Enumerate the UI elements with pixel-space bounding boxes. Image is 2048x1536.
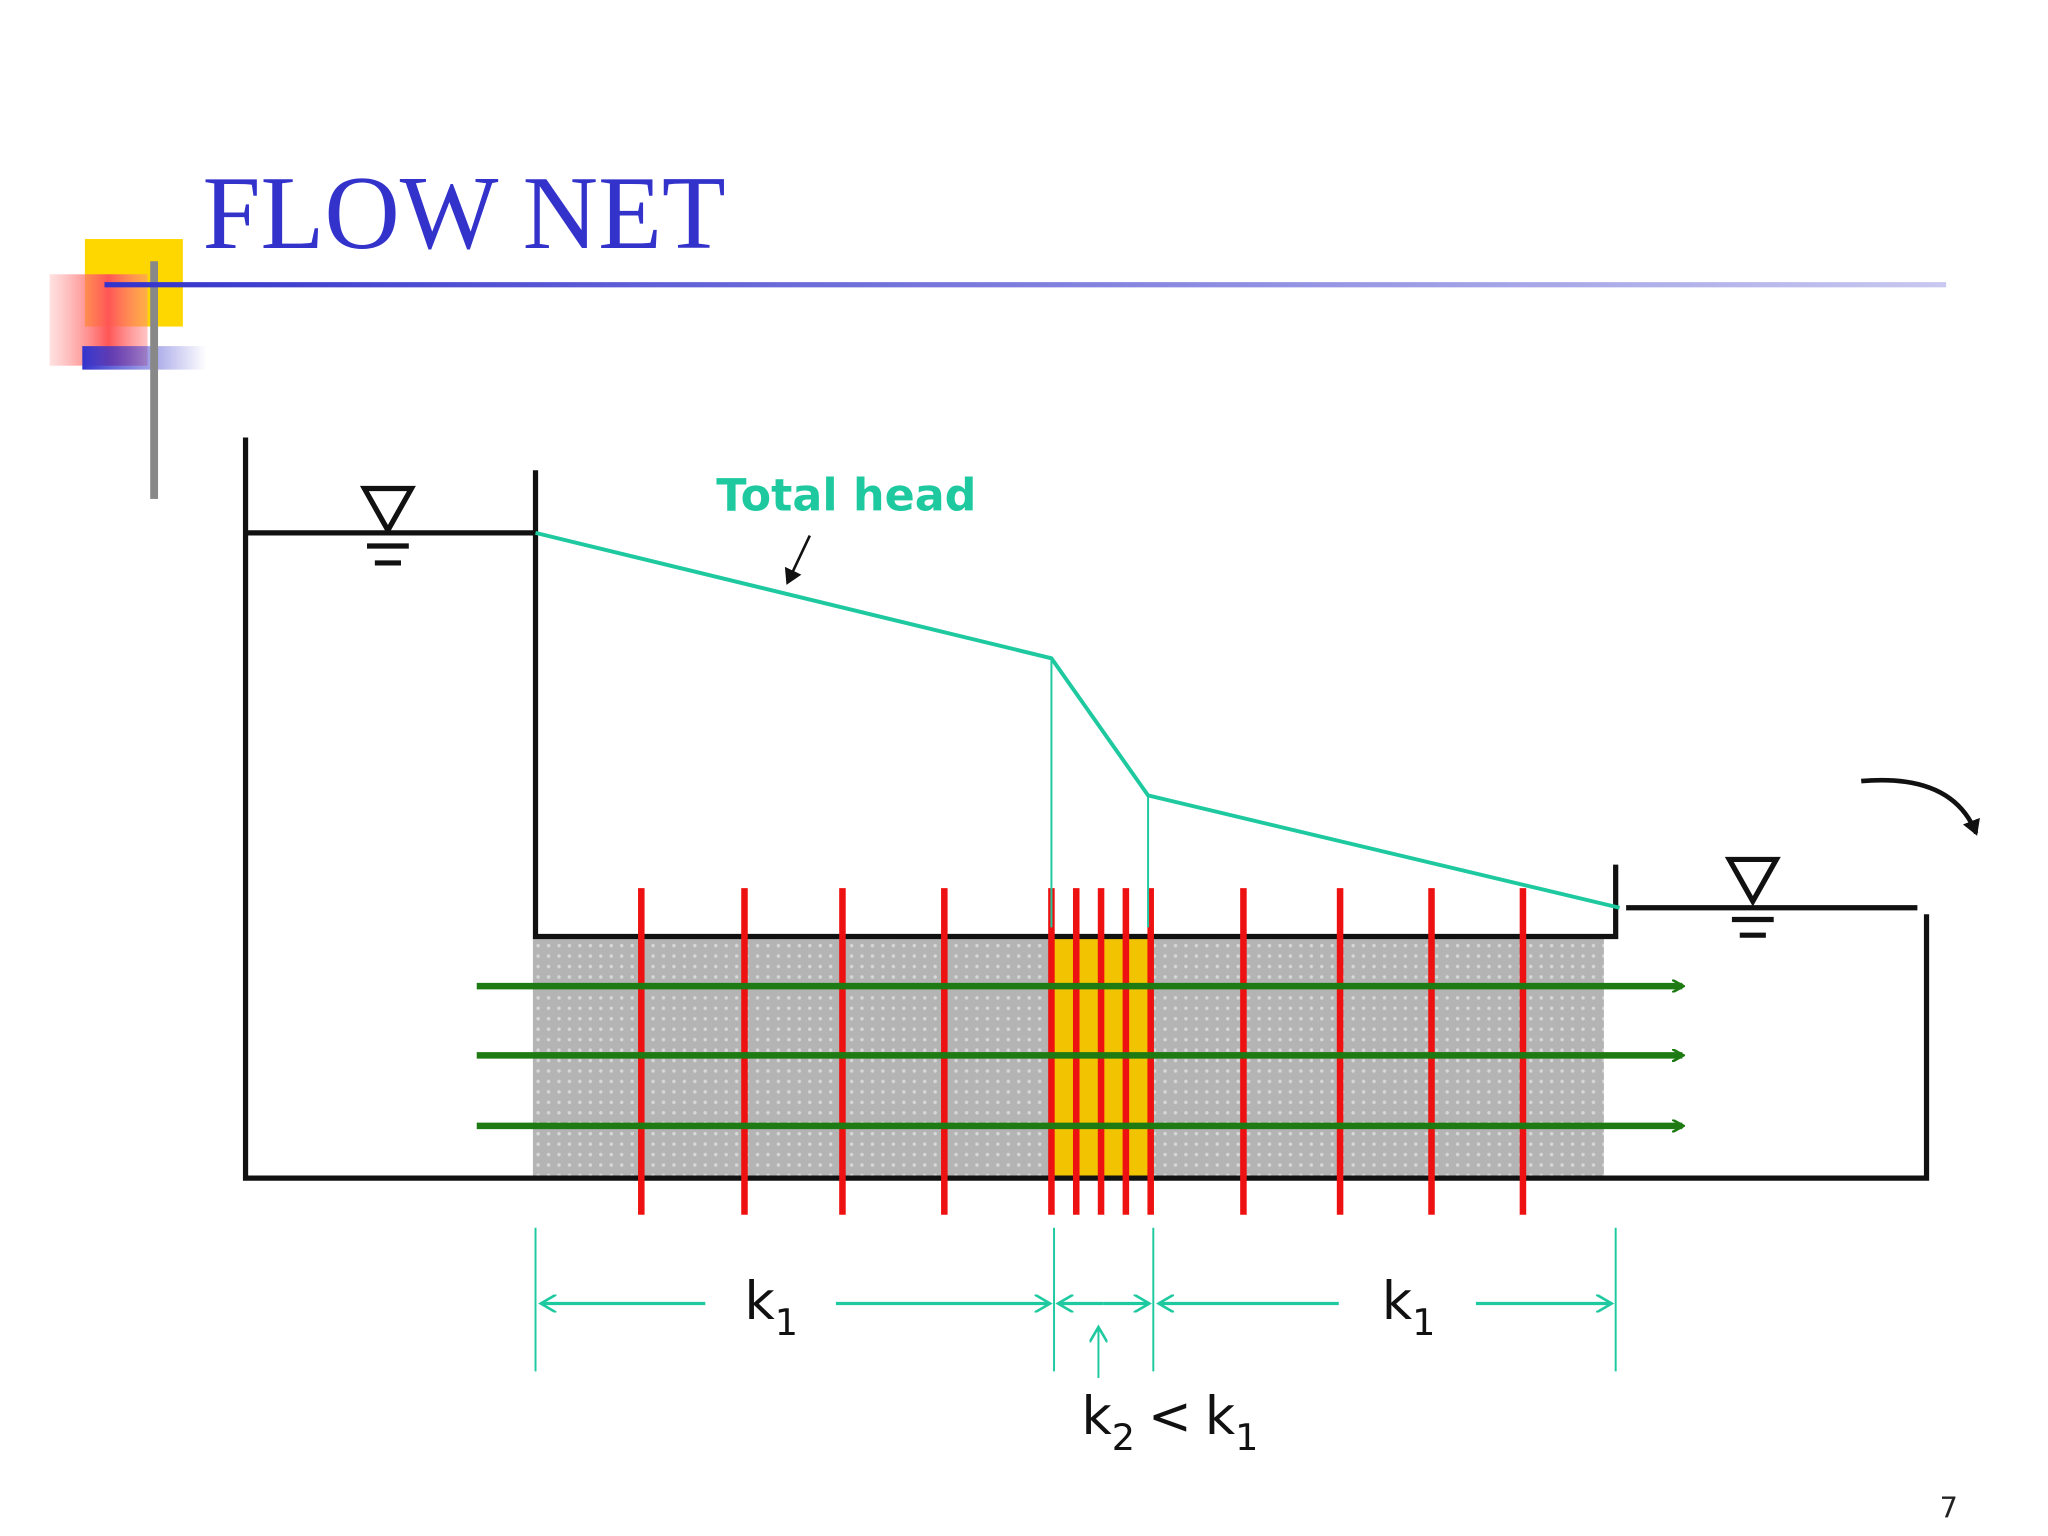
right-zone-label: k1 — [1382, 1272, 1436, 1344]
equipotential-lines — [638, 888, 1527, 1215]
title-decoration — [49, 239, 1947, 499]
subscript: 1 — [775, 1301, 798, 1344]
outflow-arrow — [1861, 777, 1980, 836]
compare-subscript: 1 — [1235, 1416, 1258, 1459]
left-zone-label: k1 — [744, 1272, 798, 1344]
slide-title: FLOW NET — [202, 155, 725, 271]
flow-lines — [476, 986, 1683, 1126]
dimension-arrows — [541, 1304, 1612, 1378]
symbol: k — [744, 1272, 775, 1332]
symbol: k — [1081, 1387, 1112, 1447]
middle-zone-label: k2 < k1 — [1081, 1387, 1258, 1459]
dimension-lines — [534, 1227, 1617, 1372]
symbol: k — [1382, 1272, 1413, 1332]
compare-symbol: k — [1205, 1387, 1236, 1447]
page-number: 7 — [1940, 1491, 1958, 1525]
subscript: 1 — [1412, 1301, 1435, 1344]
subscript: 2 — [1112, 1416, 1135, 1459]
water-symbols — [359, 485, 1781, 938]
label-arrow — [784, 534, 811, 585]
relation: < — [1148, 1387, 1192, 1447]
total-head-label: Total head — [716, 471, 976, 522]
total-head-line — [535, 530, 1621, 928]
